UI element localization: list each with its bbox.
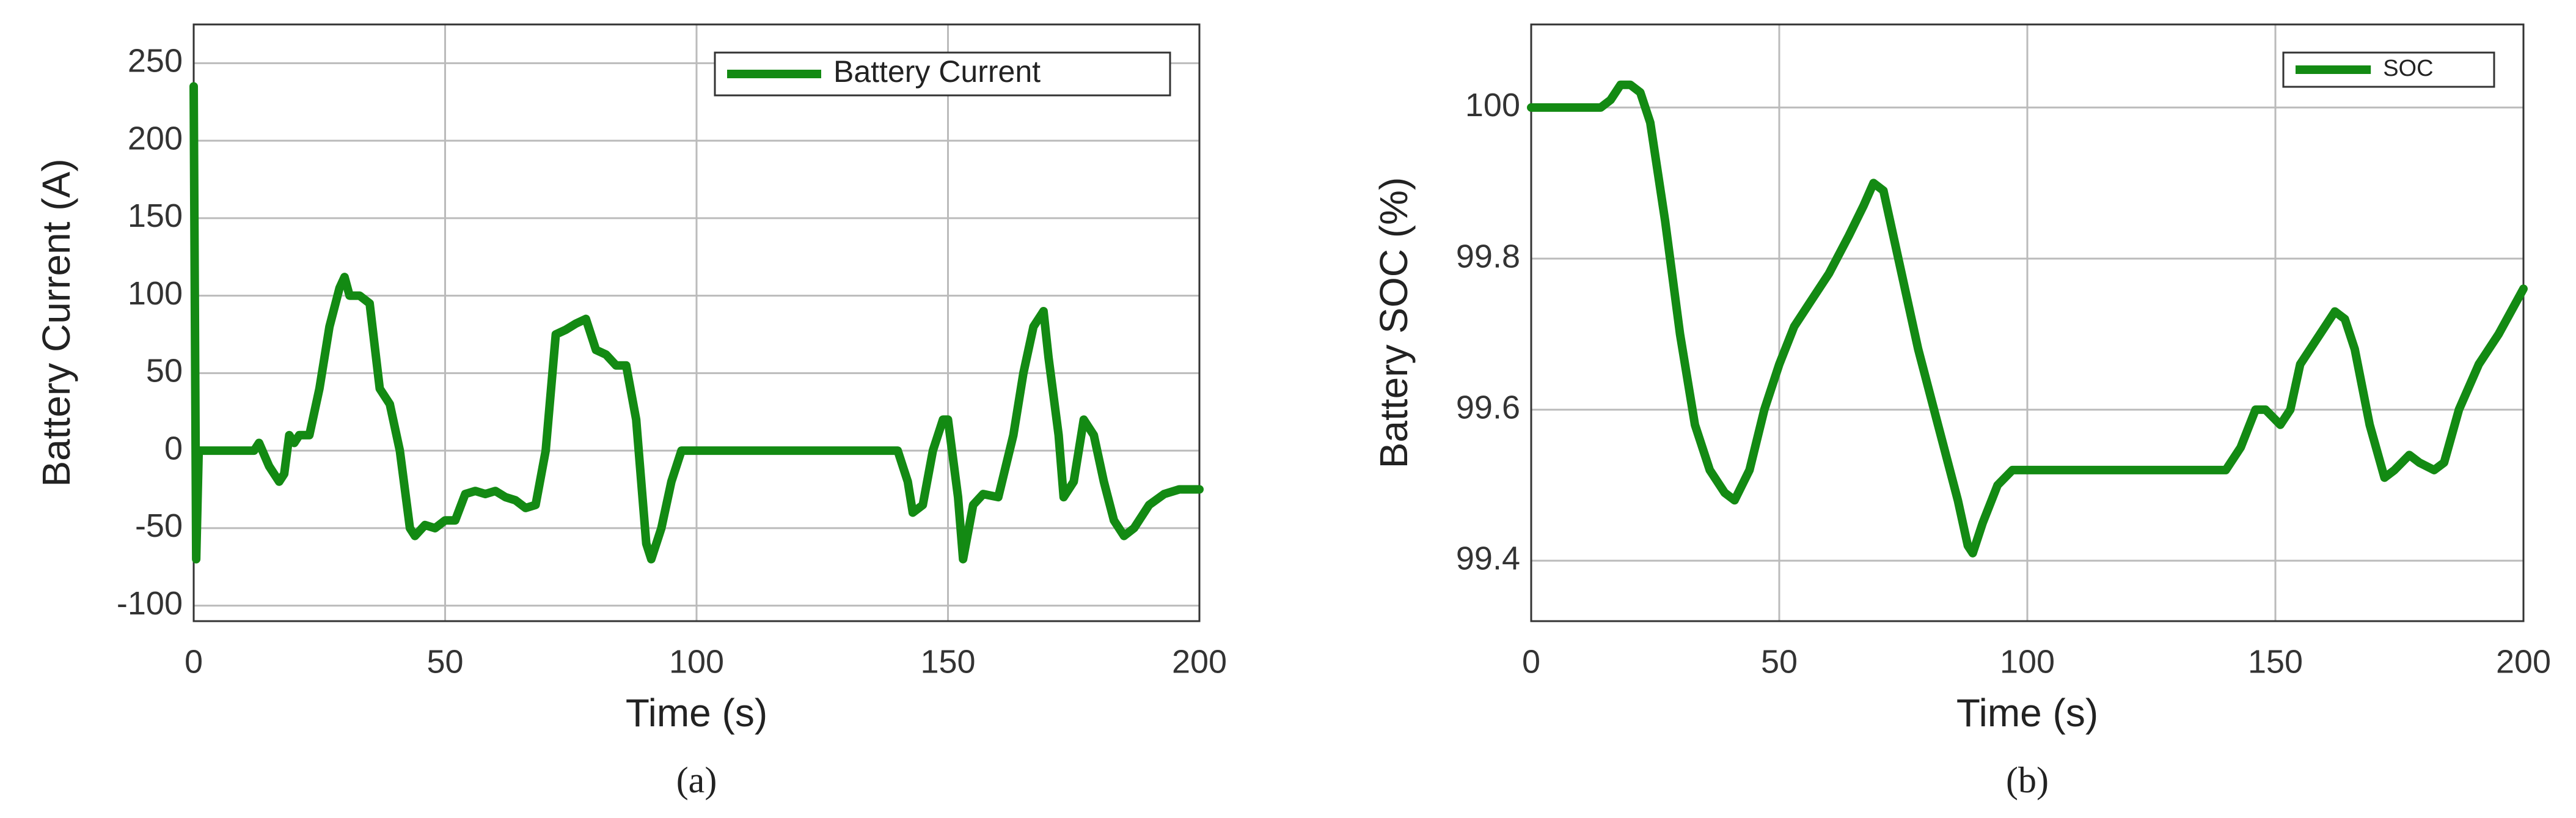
y-tick-label: -50 (135, 507, 183, 544)
y-tick-label: 99.6 (1456, 389, 1520, 426)
x-tick-label: 150 (920, 643, 975, 680)
y-tick-label: 200 (128, 120, 183, 157)
x-tick-label: 0 (185, 643, 203, 680)
data-line (189, 82, 1204, 564)
legend-label: Battery Current (833, 54, 1041, 89)
y-tick-label: 99.4 (1456, 540, 1520, 577)
data-line (1527, 80, 2528, 558)
x-tick-label: 150 (2248, 643, 2303, 680)
y-tick-label: 99.8 (1456, 238, 1520, 275)
x-tick-label: 200 (1172, 643, 1227, 680)
y-axis-label: Battery Current (A) (34, 158, 78, 487)
x-tick-label: 0 (1522, 643, 1540, 680)
x-tick-label: 100 (669, 643, 724, 680)
x-tick-label: 200 (2496, 643, 2551, 680)
axes-frame (1530, 23, 2525, 622)
legend-label: SOC (2383, 56, 2433, 81)
x-axis-label: Time (s) (626, 691, 767, 735)
caption: (b) (2006, 760, 2049, 800)
caption: (a) (676, 760, 717, 800)
x-tick-label: 50 (426, 643, 463, 680)
y-tick-label: 150 (128, 197, 183, 234)
y-tick-label: -100 (117, 585, 183, 622)
x-tick-label: 50 (1761, 643, 1798, 680)
y-tick-label: 250 (128, 43, 183, 79)
x-axis-label: Time (s) (1956, 691, 2098, 735)
y-tick-label: 100 (128, 275, 183, 312)
x-tick-label: 100 (2000, 643, 2055, 680)
y-tick-label: 50 (146, 353, 183, 389)
y-tick-label: 100 (1465, 87, 1520, 123)
y-tick-label: 0 (164, 430, 183, 466)
y-axis-label: Battery SOC (%) (1372, 177, 1416, 469)
